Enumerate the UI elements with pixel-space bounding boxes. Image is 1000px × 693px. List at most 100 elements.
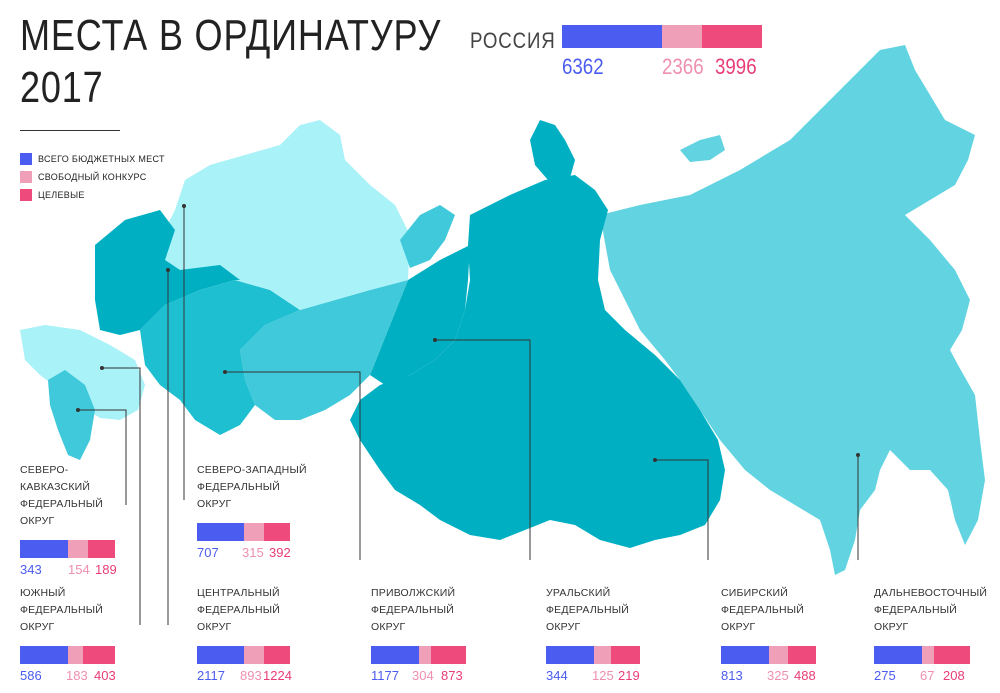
- map-novaya-zemlya: [400, 205, 455, 268]
- value-free: 304: [412, 668, 434, 683]
- district-name-line1: ЮЖНЫЙ: [20, 587, 66, 599]
- district-name-line2: ФЕДЕРАЛЬНЫЙ ОКРУГ: [721, 604, 805, 633]
- district-bar: [197, 523, 307, 541]
- russia-bar: [562, 25, 762, 48]
- district-northwest: СЕВЕРО-ЗАПАДНЫЙ ФЕДЕРАЛЬНЫЙ ОКРУГ 707 31…: [197, 462, 307, 563]
- value-free: 183: [66, 668, 88, 683]
- title-line-1: МЕСТА В ОРДИНАТУРУ: [20, 11, 442, 60]
- district-name-line1: СЕВЕРО-ЗАПАДНЫЙ: [197, 464, 307, 476]
- district-name-line2: ФЕДЕРАЛЬНЫЙ ОКРУГ: [197, 604, 281, 633]
- bar-total: [20, 646, 68, 664]
- russia-total-value: 6362: [562, 54, 604, 79]
- bar-total: [197, 646, 244, 664]
- bar-target: [88, 540, 115, 558]
- value-target: 189: [95, 562, 117, 577]
- value-total: 1177: [371, 668, 399, 683]
- district-south: ЮЖНЫЙ ФЕДЕРАЛЬНЫЙ ОКРУГ 586 183 403: [20, 585, 130, 686]
- district-name-line2: ФЕДЕРАЛЬНЫЙ ОКРУГ: [546, 604, 630, 633]
- district-name-line2: ФЕДЕРАЛЬНЫЙ ОКРУГ: [371, 604, 455, 633]
- bar-total: [20, 540, 68, 558]
- value-target: 488: [794, 668, 816, 683]
- value-target: 208: [943, 668, 965, 683]
- value-free: 325: [767, 668, 789, 683]
- value-total: 275: [874, 668, 896, 683]
- map-region-urals: [370, 245, 470, 385]
- value-target: 403: [94, 668, 116, 683]
- value-free: 893: [240, 668, 262, 683]
- district-bar: [874, 646, 984, 664]
- bar-free: [68, 646, 83, 664]
- district-values: 586 183 403: [20, 668, 130, 686]
- russia-bar-target: [702, 25, 762, 48]
- legend-swatch-target: [20, 189, 32, 201]
- title-line-2: 2017: [20, 63, 104, 112]
- bar-free: [244, 523, 264, 541]
- district-name-line2: ФЕДЕРАЛЬНЫЙ ОКРУГ: [874, 604, 958, 633]
- district-values: 344 125 219: [546, 668, 656, 686]
- legend-item-target: ЦЕЛЕВЫЕ: [20, 186, 165, 204]
- district-urals: УРАЛЬСКИЙ ФЕДЕРАЛЬНЫЙ ОКРУГ 344 125 219: [546, 585, 656, 686]
- district-name-line1: ПРИВОЛЖСКИЙ: [371, 587, 456, 599]
- map-sakhalin: [828, 380, 852, 545]
- bar-total: [546, 646, 594, 664]
- map-region-south: [20, 325, 145, 420]
- bar-free: [594, 646, 611, 664]
- russia-bar-total: [562, 25, 662, 48]
- page-title: МЕСТА В ОРДИНАТУРУ 2017: [20, 10, 441, 114]
- district-name-line2: ФЕДЕРАЛЬНЫЙ ОКРУГ: [20, 498, 104, 527]
- value-target: 392: [269, 545, 291, 560]
- russia-target-value: 3996: [715, 54, 757, 79]
- bar-free: [244, 646, 264, 664]
- bar-target: [264, 646, 290, 664]
- legend: ВСЕГО БЮДЖЕТНЫХ МЕСТ СВОБОДНЫЙ КОНКУРС Ц…: [20, 150, 165, 204]
- bar-target: [83, 646, 115, 664]
- map-region-siberia: [350, 175, 725, 548]
- value-target: 1224: [263, 668, 292, 683]
- bar-free: [922, 646, 934, 664]
- district-bar: [546, 646, 656, 664]
- value-free: 315: [242, 545, 264, 560]
- district-far-east: ДАЛЬНЕВОСТОЧНЫЙ ФЕДЕРАЛЬНЫЙ ОКРУГ 275 67…: [874, 585, 988, 686]
- russia-free-value: 2366: [662, 54, 704, 79]
- district-name-line1: ДАЛЬНЕВОСТОЧНЫЙ: [874, 587, 988, 599]
- map-region-central: [140, 280, 300, 435]
- value-free: 125: [592, 668, 614, 683]
- district-bar: [20, 646, 130, 664]
- bar-target: [934, 646, 970, 664]
- value-total: 813: [721, 668, 743, 683]
- value-free: 154: [68, 562, 90, 577]
- district-values: 813 325 488: [721, 668, 831, 686]
- district-bar: [371, 646, 481, 664]
- district-volga: ПРИВОЛЖСКИЙ ФЕДЕРАЛЬНЫЙ ОКРУГ 1177 304 8…: [371, 585, 481, 686]
- district-bar: [20, 540, 130, 558]
- district-values: 343 154 189: [20, 562, 130, 580]
- map-taymyr: [530, 120, 575, 180]
- district-values: 707 315 392: [197, 545, 307, 563]
- map-region-far-east: [600, 45, 985, 575]
- district-siberia: СИБИРСКИЙ ФЕДЕРАЛЬНЫЙ ОКРУГ 813 325 488: [721, 585, 831, 686]
- map-kamchatka: [860, 210, 960, 345]
- legend-label-target: ЦЕЛЕВЫЕ: [38, 190, 85, 200]
- legend-item-total: ВСЕГО БЮДЖЕТНЫХ МЕСТ: [20, 150, 165, 168]
- value-total: 586: [20, 668, 42, 683]
- legend-label-total: ВСЕГО БЮДЖЕТНЫХ МЕСТ: [38, 154, 165, 164]
- title-divider: [20, 130, 120, 131]
- value-total: 2117: [197, 668, 225, 683]
- district-name-line1: ЦЕНТРАЛЬНЫЙ: [197, 587, 280, 599]
- district-bar: [197, 646, 307, 664]
- district-values: 2117 893 1224: [197, 668, 307, 686]
- district-name-line2: ФЕДЕРАЛЬНЫЙ ОКРУГ: [20, 604, 104, 633]
- value-target: 219: [618, 668, 640, 683]
- bar-total: [197, 523, 244, 541]
- bar-target: [264, 523, 290, 541]
- russia-bar-free: [662, 25, 702, 48]
- district-bar: [721, 646, 831, 664]
- bar-free: [68, 540, 88, 558]
- bar-total: [721, 646, 769, 664]
- value-free: 67: [920, 668, 935, 683]
- value-total: 707: [197, 545, 219, 560]
- district-name-line1: УРАЛЬСКИЙ: [546, 587, 611, 599]
- map-islands: [680, 135, 725, 162]
- bar-free: [419, 646, 431, 664]
